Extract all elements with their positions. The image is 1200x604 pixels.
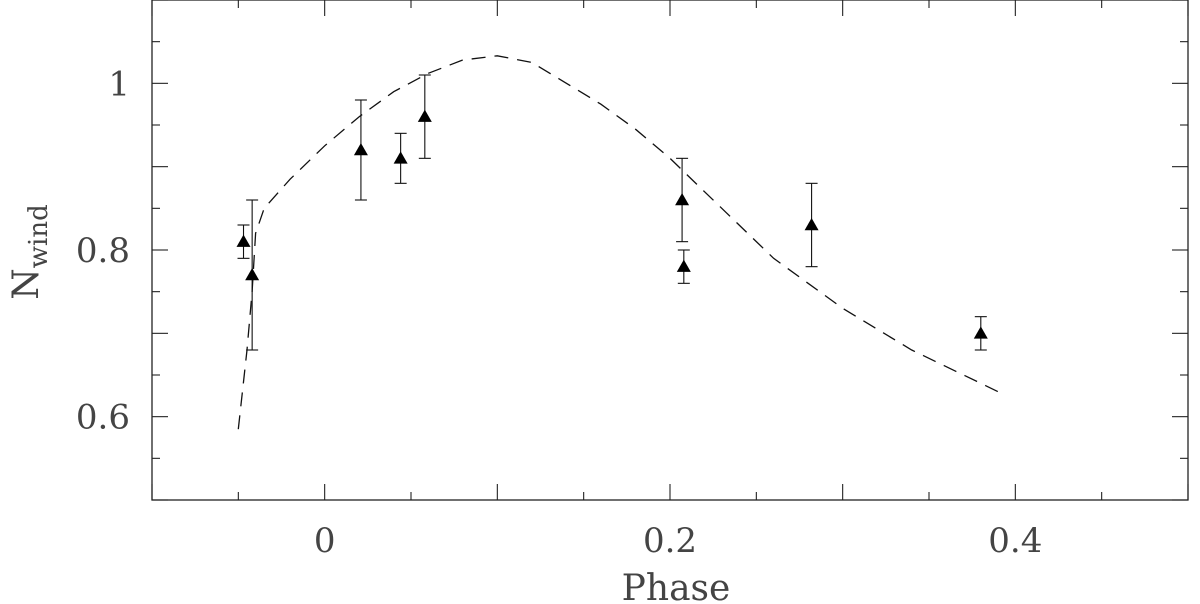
y-tick-label: 0.6 bbox=[76, 398, 130, 438]
data-point bbox=[353, 99, 368, 201]
x-axis-title: Phase bbox=[622, 568, 731, 604]
triangle-marker bbox=[676, 259, 691, 272]
y-axis-title-subscript: wind bbox=[24, 204, 54, 268]
data-point bbox=[676, 249, 691, 284]
data-points-group bbox=[236, 74, 988, 351]
y-tick-label: 0.8 bbox=[76, 231, 130, 271]
plot-frame bbox=[151, 0, 1189, 501]
y-axis-title-main: N bbox=[6, 268, 47, 300]
triangle-marker bbox=[973, 326, 988, 339]
data-point bbox=[417, 74, 432, 159]
data-point bbox=[675, 157, 690, 243]
y-axis-title-group: Nwind bbox=[6, 204, 54, 299]
data-point bbox=[804, 182, 819, 268]
triangle-marker bbox=[675, 193, 690, 206]
axis-tick-labels: 0 0.2 0.4 0.6 0.8 1 bbox=[76, 64, 1042, 561]
y-tick-label: 1 bbox=[108, 64, 130, 104]
data-point bbox=[236, 224, 251, 259]
triangle-marker bbox=[236, 234, 251, 247]
data-point bbox=[393, 132, 408, 184]
triangle-marker bbox=[245, 268, 260, 281]
triangle-marker bbox=[393, 151, 408, 164]
model-curve-group bbox=[237, 55, 999, 430]
model-curve-line bbox=[237, 55, 999, 430]
data-point bbox=[245, 199, 260, 351]
x-tick-label: 0 bbox=[314, 521, 336, 561]
triangle-marker bbox=[353, 143, 368, 156]
triangle-marker bbox=[804, 218, 819, 231]
x-tick-label: 0.4 bbox=[988, 521, 1042, 561]
triangle-marker bbox=[417, 109, 432, 122]
y-axis-title: Nwind bbox=[6, 204, 54, 299]
axis-ticks bbox=[151, 0, 1189, 501]
x-tick-label: 0.2 bbox=[643, 521, 697, 561]
data-point bbox=[973, 316, 988, 351]
